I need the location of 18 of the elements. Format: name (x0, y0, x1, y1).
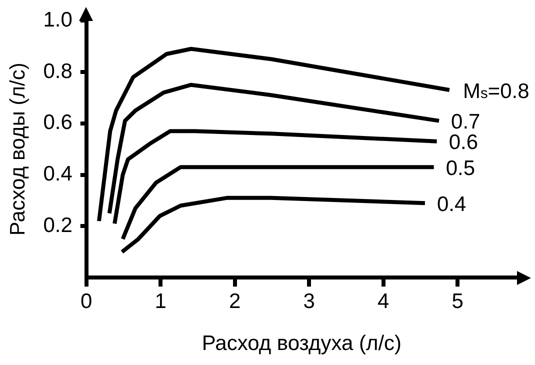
series-label: 0.5 (446, 156, 476, 180)
y-tick-label: 0.4 (43, 162, 73, 186)
x-tick-label: 2 (229, 290, 241, 313)
y-tick-label: 0.8 (43, 60, 72, 83)
y-tick-label: 0.6 (43, 111, 72, 134)
series-label: 0.6 (448, 131, 478, 154)
x-tick-label: 1 (154, 290, 166, 313)
x-tick-label: 0 (80, 290, 92, 313)
series-label: Ms=0.8 (463, 80, 530, 103)
y-axis-title: Расход воды (л/с) (6, 62, 30, 236)
y-tick-label: 1.0 (43, 8, 72, 32)
x-tick-label: 5 (452, 290, 464, 313)
x-axis-title: Расход воздуха (л/с) (202, 332, 402, 356)
x-tick-label: 3 (303, 290, 315, 313)
y-tick-label: 0.2 (43, 214, 72, 237)
series-label: 0.4 (436, 192, 466, 216)
series-label: 0.7 (451, 110, 480, 134)
x-tick-label: 4 (378, 290, 390, 313)
